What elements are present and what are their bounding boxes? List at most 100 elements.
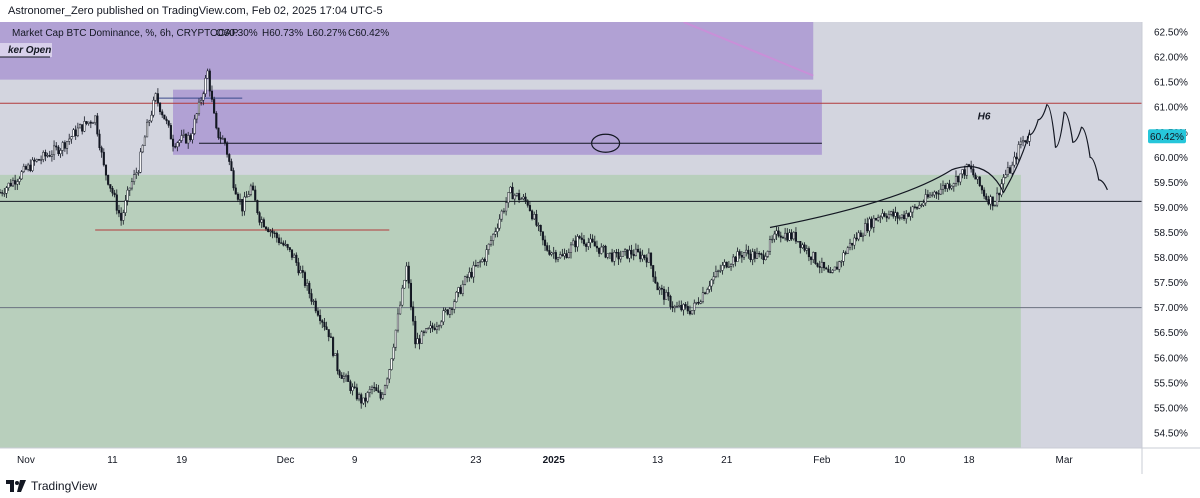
upper-supply-zone	[0, 22, 814, 80]
candle-body	[585, 243, 588, 247]
candle-body	[85, 121, 88, 124]
candle-body	[848, 242, 852, 248]
candle-body	[440, 321, 443, 326]
candle-body	[267, 228, 270, 233]
candle-body	[448, 308, 451, 315]
candle-body	[364, 397, 367, 402]
legend-close: C60.42%	[348, 28, 389, 39]
candle-body	[717, 270, 720, 272]
candle-body	[678, 305, 681, 307]
candle-body	[498, 218, 501, 229]
supply-zone	[173, 89, 822, 155]
candle-body	[57, 146, 60, 155]
candle-body	[96, 115, 99, 135]
candle-body	[156, 93, 159, 104]
candle-body	[122, 212, 125, 221]
supply-zone-edge	[683, 22, 814, 77]
candle-body	[163, 114, 166, 120]
candle-body	[107, 174, 110, 185]
candle-body	[665, 292, 668, 300]
candle-body	[357, 394, 361, 400]
candle-body	[353, 386, 356, 388]
x-tick-label: Nov	[17, 455, 35, 466]
candle-body	[987, 199, 990, 205]
candle-body	[781, 237, 785, 239]
candle-body	[33, 159, 36, 162]
candle-body	[682, 304, 685, 311]
candle-body	[159, 102, 162, 113]
y-tick-label: 57.00%	[1154, 303, 1188, 314]
candle-body	[338, 370, 341, 376]
time-axis[interactable]: Nov 11 19 Dec 9 23 2025 13 21 Feb 10 18 Mar	[17, 455, 1073, 466]
candle-body	[169, 125, 172, 140]
candle-body	[851, 242, 854, 246]
candle-body	[693, 302, 696, 311]
candle-body	[286, 244, 289, 248]
candle-body	[688, 310, 692, 315]
candle-body	[161, 111, 164, 116]
candle-body	[446, 309, 449, 315]
candle-body	[308, 282, 311, 294]
candle-body	[738, 251, 741, 256]
candle-body	[950, 185, 953, 189]
candle-body	[76, 127, 79, 137]
candle-body	[234, 187, 237, 195]
candle-body	[937, 193, 940, 195]
candle-body	[377, 390, 380, 393]
candle-body	[182, 133, 185, 136]
candle-body	[22, 166, 25, 172]
candle-body	[137, 172, 140, 174]
candle-body	[941, 184, 945, 190]
candle-body	[825, 267, 828, 270]
candle-body	[520, 198, 523, 200]
candle-body	[14, 180, 17, 185]
candle-body	[507, 192, 510, 204]
candle-body	[210, 90, 214, 100]
candle-body	[117, 210, 121, 214]
candle-body	[200, 99, 203, 103]
candle-body	[1004, 174, 1007, 178]
price-axis[interactable]: 62.50%62.00%61.50%61.00%60.50%60.00%59.5…	[1154, 28, 1188, 440]
candle-body	[978, 176, 981, 187]
candle-body	[252, 185, 255, 191]
candle-body	[842, 252, 845, 262]
candle-body	[9, 182, 12, 187]
candle-body	[535, 214, 538, 226]
candle-body	[649, 252, 653, 266]
candle-body	[634, 248, 637, 257]
candle-body	[68, 138, 71, 142]
y-tick-label: 58.50%	[1154, 228, 1188, 239]
candle-body	[219, 137, 222, 140]
candle-body	[695, 302, 698, 304]
candle-body	[751, 251, 754, 261]
candle-body	[569, 244, 573, 253]
price-chart[interactable]: 62.50%62.00%61.50%61.00%60.50%60.00%59.5…	[0, 22, 1200, 474]
candle-body	[803, 244, 806, 251]
circle-marker	[591, 133, 621, 153]
candle-body	[230, 161, 233, 171]
candle-body	[675, 305, 679, 308]
candle-body	[805, 248, 808, 251]
candle-body	[576, 236, 579, 248]
candle-body	[855, 237, 858, 240]
candle-body	[600, 246, 603, 254]
candle-body	[652, 265, 655, 278]
candle-body	[980, 185, 983, 191]
x-tick-label: 9	[352, 455, 358, 466]
candle-body	[260, 219, 263, 223]
candle-body	[1011, 164, 1014, 174]
candle-body	[578, 236, 581, 239]
candle-body	[764, 256, 767, 261]
candle-body	[745, 249, 748, 253]
candle-body	[236, 193, 239, 200]
candle-body	[885, 215, 888, 219]
candle-body	[109, 184, 112, 189]
candle-body	[386, 378, 389, 386]
candle-body	[784, 232, 787, 239]
candle-body	[894, 212, 897, 217]
candle-body	[269, 230, 272, 233]
candle-body	[779, 235, 782, 238]
horizontal-lines-layer	[0, 97, 1142, 309]
candle-body	[425, 328, 428, 333]
candle-body	[312, 300, 315, 303]
